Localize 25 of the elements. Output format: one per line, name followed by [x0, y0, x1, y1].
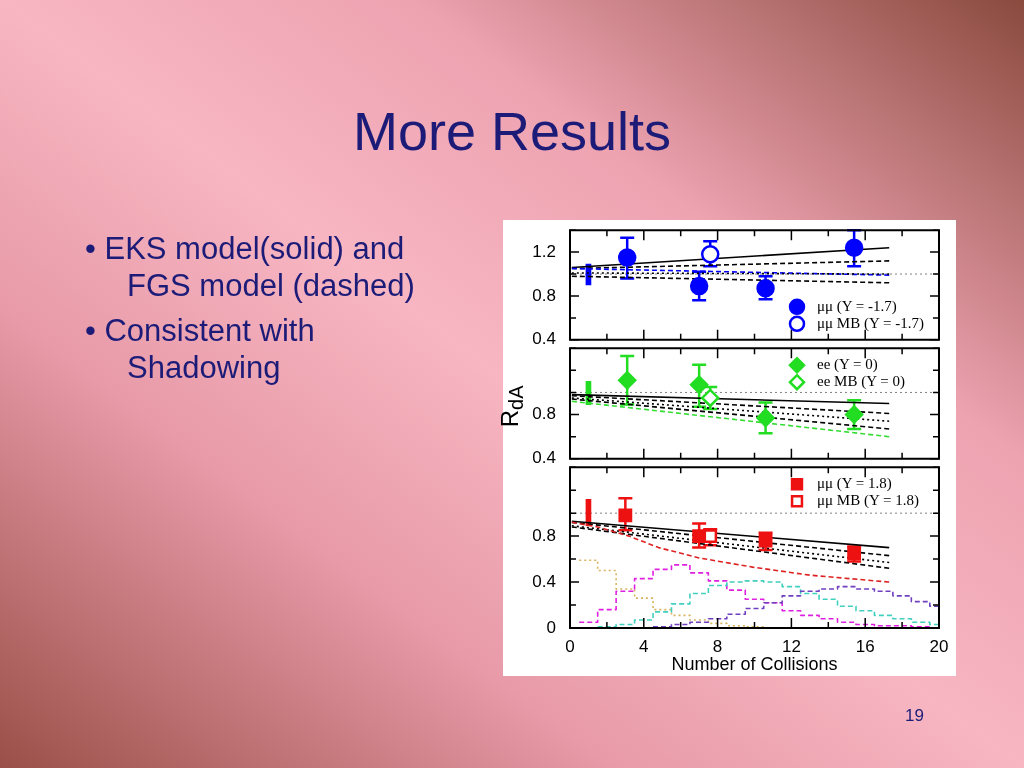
y-tick-label: 1.2 — [532, 241, 556, 261]
x-axis-title: Number of Collisions — [671, 654, 838, 675]
legend-label: μμ MB (Y = -1.7) — [817, 314, 924, 332]
x-tick-label: 12 — [781, 636, 801, 656]
y-tick-label: 0.8 — [532, 525, 556, 545]
y-tick-label: 0.8 — [532, 285, 556, 305]
x-tick-label: 20 — [929, 636, 949, 656]
y-tick-label: 0.8 — [532, 404, 556, 424]
legend-label: μμ MB (Y = 1.8) — [817, 492, 919, 510]
text: • Consistent with Shadowing — [85, 312, 316, 386]
legend-label: μμ (Y = -1.7) — [817, 297, 897, 315]
x-tick-label: 16 — [855, 636, 875, 656]
text: More Results — [351, 100, 673, 162]
text: 19 — [905, 706, 924, 726]
legend-label: μμ (Y = 1.8) — [817, 475, 892, 493]
x-tick-label: 8 — [712, 636, 723, 656]
y-tick-label: 0 — [546, 617, 556, 637]
y-tick-label: 0.4 — [532, 448, 556, 468]
text: • EKS model(solid) and FGS model (dashed) — [85, 230, 416, 304]
y-tick-label: 0.4 — [532, 571, 556, 591]
legend-label: ee MB (Y = 0) — [817, 373, 905, 391]
x-tick-label: 0 — [565, 636, 575, 656]
y-tick-label: 0.4 — [532, 329, 556, 349]
x-tick-label: 4 — [639, 636, 649, 656]
legend-label: ee (Y = 0) — [817, 356, 878, 374]
